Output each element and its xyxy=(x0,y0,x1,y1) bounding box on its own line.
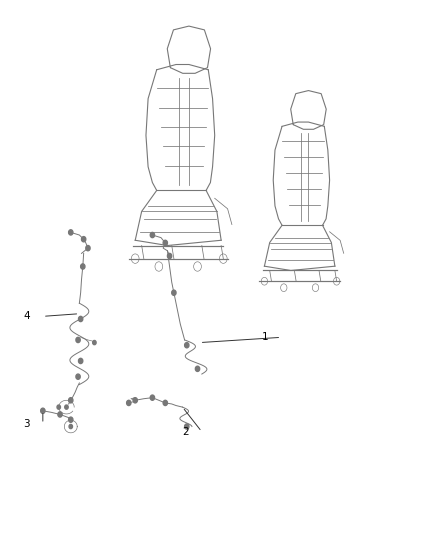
Circle shape xyxy=(78,317,83,321)
Circle shape xyxy=(133,398,138,403)
Circle shape xyxy=(195,366,200,372)
Circle shape xyxy=(163,400,167,406)
Circle shape xyxy=(185,343,189,348)
Circle shape xyxy=(150,395,155,400)
Circle shape xyxy=(65,405,68,409)
Text: 1: 1 xyxy=(262,333,268,342)
Circle shape xyxy=(81,237,86,242)
Circle shape xyxy=(69,424,72,429)
Circle shape xyxy=(57,405,60,409)
Circle shape xyxy=(69,398,73,403)
Circle shape xyxy=(76,374,80,379)
Circle shape xyxy=(185,424,189,429)
Circle shape xyxy=(69,230,73,235)
Text: 2: 2 xyxy=(182,427,189,437)
Circle shape xyxy=(163,240,167,246)
Circle shape xyxy=(41,408,45,414)
Circle shape xyxy=(76,337,80,343)
Circle shape xyxy=(58,412,62,417)
Circle shape xyxy=(93,341,96,345)
Circle shape xyxy=(172,290,176,295)
Text: 3: 3 xyxy=(23,419,30,429)
Circle shape xyxy=(69,417,73,422)
Circle shape xyxy=(167,253,172,259)
Circle shape xyxy=(127,400,131,406)
Circle shape xyxy=(86,246,90,251)
Circle shape xyxy=(150,232,155,238)
Circle shape xyxy=(78,358,83,364)
Circle shape xyxy=(81,264,85,269)
Text: 4: 4 xyxy=(23,311,30,321)
